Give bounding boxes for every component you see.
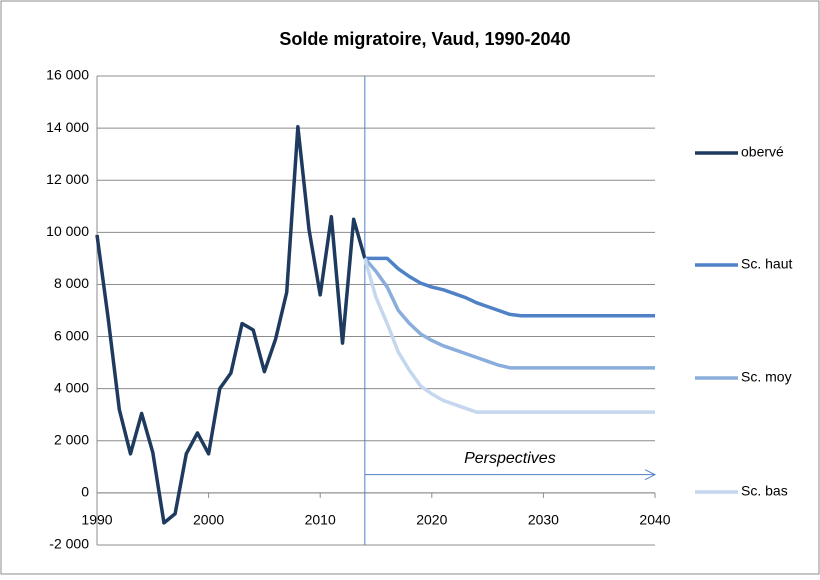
series-line [364, 256, 655, 318]
y-tick-label: 6 000 [54, 327, 89, 343]
x-tick-label: 2030 [528, 512, 559, 528]
legend-label: Sc. bas [741, 483, 788, 499]
x-tick-label: 2010 [305, 512, 336, 528]
x-tick-label: 2020 [416, 512, 447, 528]
x-tick-label: 2000 [193, 512, 224, 528]
y-tick-label: 12 000 [46, 171, 89, 187]
y-tick-label: 4 000 [54, 379, 89, 395]
series-line [95, 125, 367, 525]
chart-title: Solde migratoire, Vaud, 1990-2040 [279, 29, 570, 49]
y-tick-label: 14 000 [46, 119, 89, 135]
y-tick-label: -2 000 [49, 536, 89, 552]
legend-label: obervé [741, 144, 784, 160]
legend-label: Sc. haut [741, 256, 792, 272]
x-tick-label: 2040 [639, 512, 670, 528]
y-tick-label: 0 [81, 484, 89, 500]
series-line [363, 257, 655, 370]
y-tick-label: 16 000 [46, 67, 89, 83]
y-tick-label: 8 000 [54, 275, 89, 291]
y-tick-label: 2 000 [54, 431, 89, 447]
series-line [363, 257, 655, 414]
arrow-head [644, 469, 657, 481]
annotation: Perspectives [464, 450, 556, 467]
x-tick-label: 1990 [81, 512, 112, 528]
legend-label: Sc. moy [741, 369, 792, 385]
y-tick-label: 10 000 [46, 223, 89, 239]
